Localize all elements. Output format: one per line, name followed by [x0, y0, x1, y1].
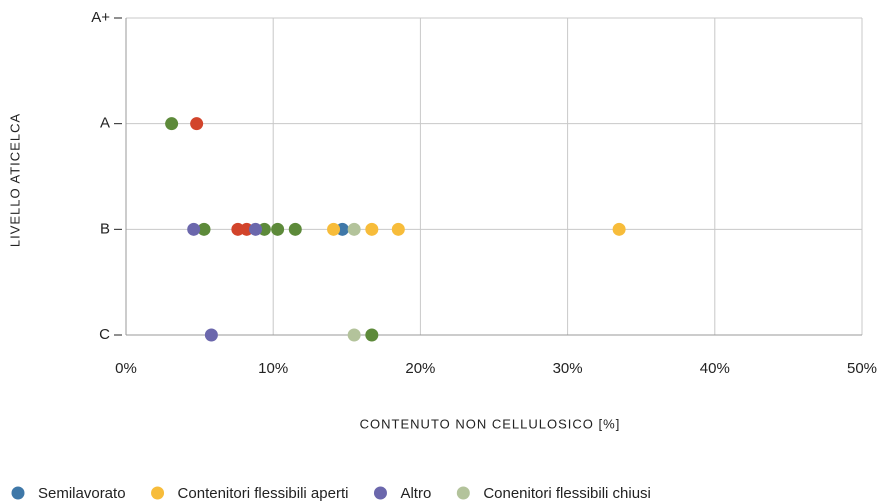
point [249, 222, 263, 236]
y-tick-label: A+ [91, 9, 110, 26]
point [391, 222, 405, 236]
legend-marker [456, 486, 470, 500]
x-tick-label: 10% [258, 360, 288, 377]
point [271, 222, 285, 236]
legend-marker [151, 486, 165, 500]
point [347, 222, 361, 236]
legend-label: Conenitori flessibili chiusi [483, 485, 651, 502]
legend-label: Contenitori flessibili aperti [178, 485, 349, 502]
point [187, 222, 201, 236]
x-tick-label: 50% [847, 360, 877, 377]
point [347, 328, 361, 342]
legend-marker [11, 486, 25, 500]
point [327, 222, 341, 236]
point [197, 222, 211, 236]
point [190, 117, 204, 131]
point [365, 328, 379, 342]
x-tick-label: 20% [405, 360, 435, 377]
legend-label: Semilavorato [38, 485, 126, 502]
y-tick-label: A [100, 115, 110, 132]
x-tick-label: 0% [115, 360, 137, 377]
point [612, 222, 626, 236]
x-axis-title: CONTENUTO NON CELLULOSICO [%] [360, 416, 621, 431]
legend-marker [373, 486, 387, 500]
y-axis-title: LIVELLO ATICELCA [7, 113, 22, 247]
x-tick-label: 40% [700, 360, 730, 377]
x-tick-label: 30% [553, 360, 583, 377]
point [165, 117, 179, 131]
point [204, 328, 218, 342]
y-tick-label: C [99, 326, 110, 343]
y-tick-label: B [100, 220, 110, 237]
legend-label: Altro [400, 485, 431, 502]
point [365, 222, 379, 236]
point [288, 222, 302, 236]
